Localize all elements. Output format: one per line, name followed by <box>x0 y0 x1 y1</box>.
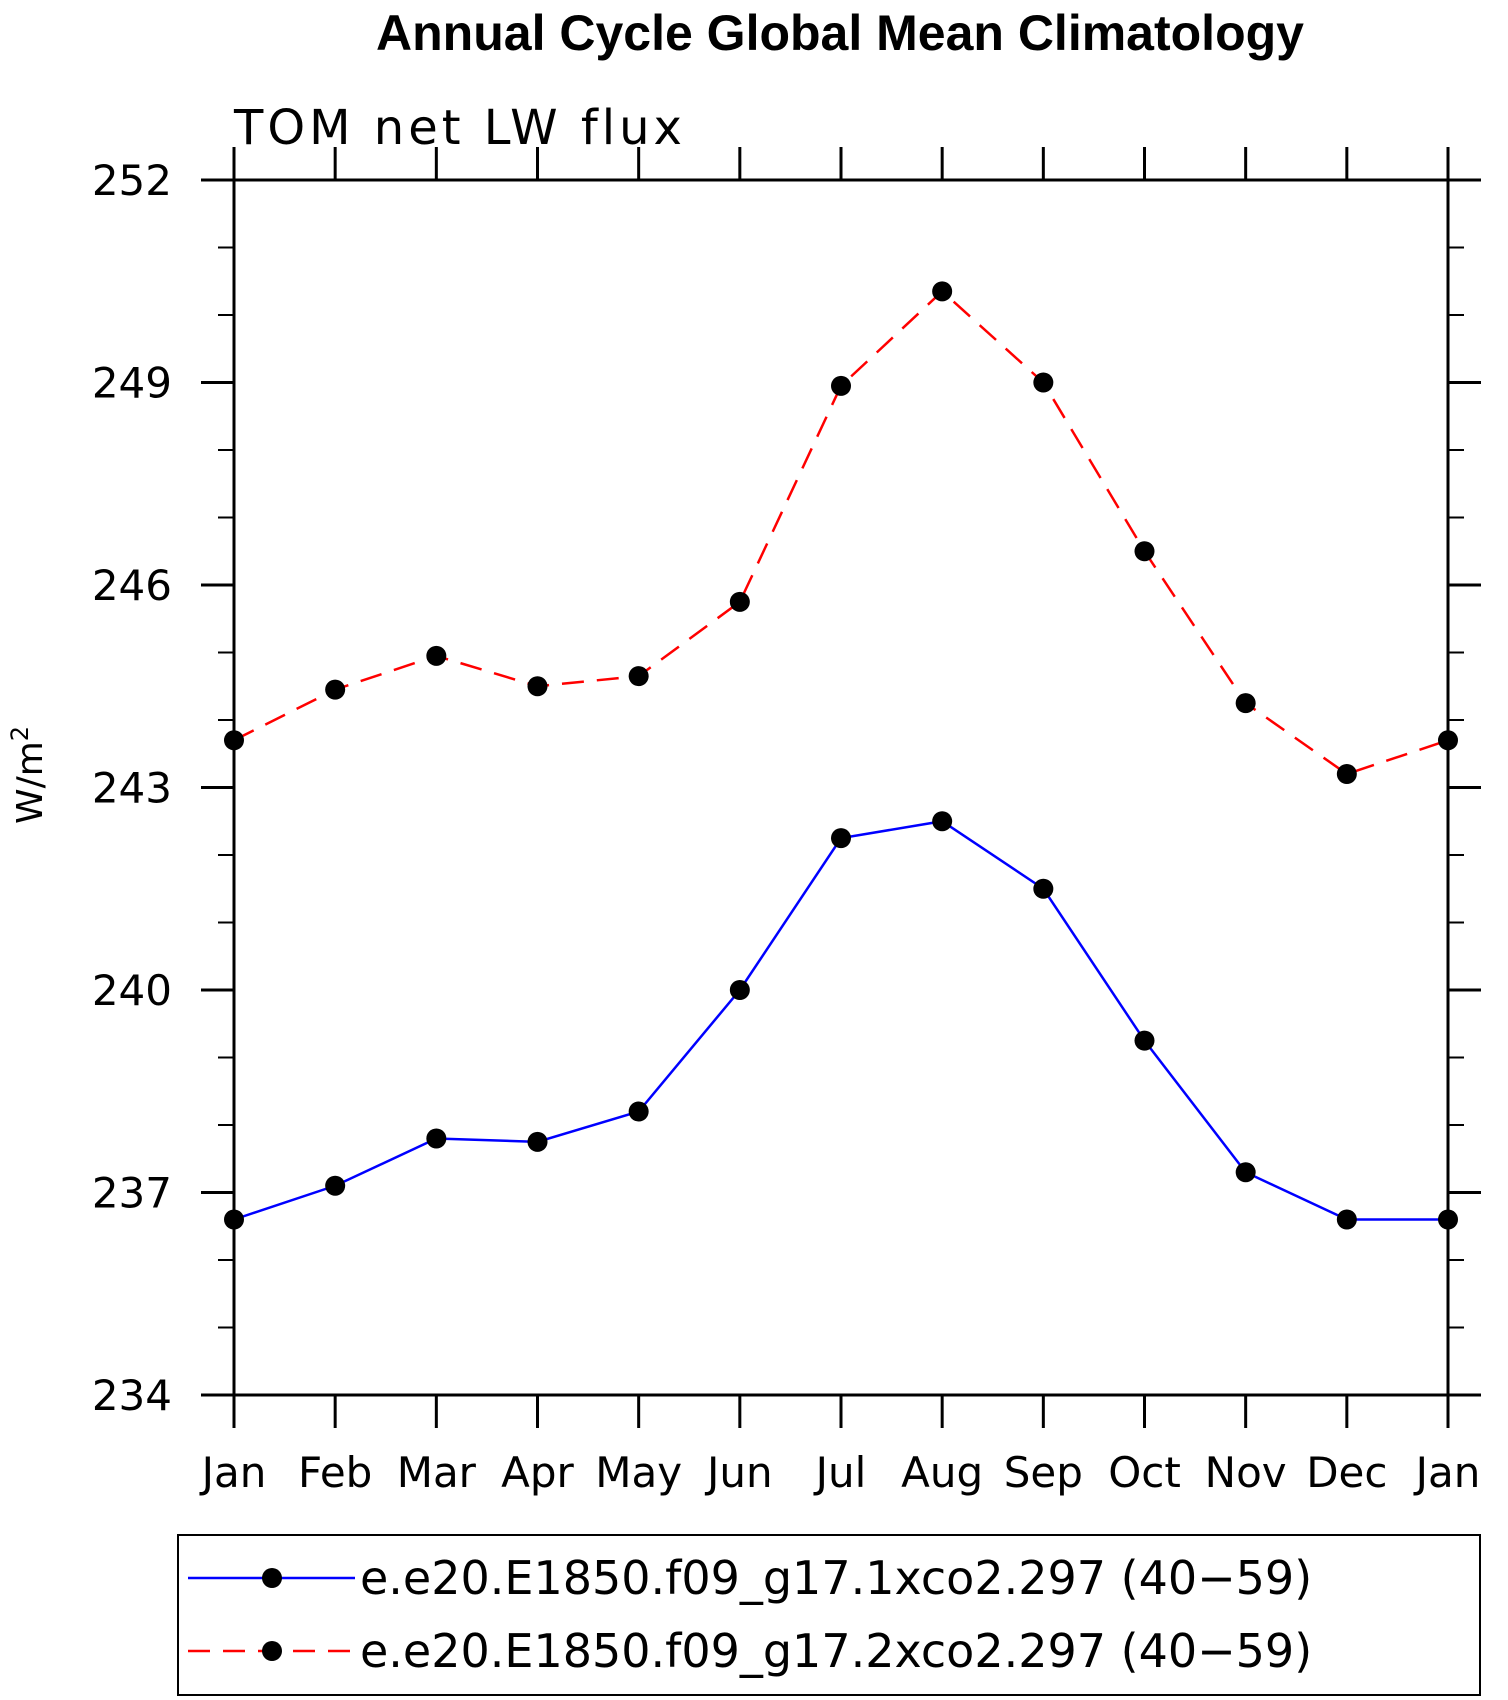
legend: e.e20.E1850.f09_g17.1xco2.297 (40−59) e.e… <box>177 1534 1481 1696</box>
data-point <box>729 591 750 612</box>
x-tick-label: Jan <box>1413 1448 1481 1497</box>
series-1 <box>224 811 1458 1230</box>
legend-marker <box>262 1641 282 1661</box>
data-point <box>527 1131 548 1152</box>
data-point <box>932 281 953 302</box>
data-point <box>1033 878 1054 899</box>
y-tick-label: 240 <box>92 966 172 1015</box>
series-line <box>233 819 1448 1221</box>
x-tick-label: Sep <box>1004 1448 1083 1497</box>
series-line <box>233 289 1449 776</box>
x-tick-label: Oct <box>1108 1448 1181 1497</box>
data-point <box>1235 693 1256 714</box>
y-tick-label: 246 <box>92 561 172 610</box>
y-tick-label: 237 <box>92 1169 172 1218</box>
axis-ticks: Jan Feb Mar Apr May Jun Jul Aug Sep Oct Nov Dec Jan 2… <box>92 147 1481 1497</box>
data-point <box>1336 1209 1357 1230</box>
x-tick-label: Nov <box>1205 1448 1287 1497</box>
legend-marker <box>262 1568 282 1588</box>
x-tick-label: May <box>595 1448 682 1497</box>
data-point <box>325 679 346 700</box>
x-tick-label: Jun <box>704 1448 773 1497</box>
legend-box <box>177 1534 1481 1696</box>
y-axis-label-superscript: 2 <box>6 726 34 741</box>
x-tick-label: Mar <box>397 1448 477 1497</box>
y-tick-label: 243 <box>92 764 172 813</box>
data-point <box>628 1101 649 1122</box>
y-axis-label: W/m2 <box>6 726 51 824</box>
data-point <box>932 811 953 832</box>
data-point <box>729 980 750 1000</box>
data-point <box>1134 1030 1155 1051</box>
x-tick-label: Apr <box>501 1448 574 1497</box>
x-tick-label: Jul <box>813 1448 867 1497</box>
chart-title: Annual Cycle Global Mean Climatology <box>376 5 1304 61</box>
data-point <box>1033 372 1054 393</box>
x-tick-label: Aug <box>901 1448 983 1497</box>
data-point <box>1336 764 1357 784</box>
data-point <box>426 1128 447 1149</box>
data-point <box>831 375 851 396</box>
x-tick-label: Jan <box>199 1448 267 1497</box>
data-point <box>426 645 447 666</box>
x-tick-label: Feb <box>298 1448 372 1497</box>
chart-subtitle: TOM net LW flux <box>233 100 686 156</box>
data-point <box>628 666 649 687</box>
data-point <box>1134 541 1155 562</box>
plot-frame <box>232 178 1450 1397</box>
legend-label: e.e20.E1850.f09_g17.2xco2.297 (40−59) <box>360 1624 1312 1678</box>
data-point <box>1235 1162 1256 1183</box>
y-tick-label: 252 <box>92 156 172 205</box>
y-tick-label: 249 <box>92 359 172 408</box>
legend-label: e.e20.E1850.f09_g17.1xco2.297 (40−59) <box>360 1551 1312 1605</box>
x-tick-label: Dec <box>1306 1448 1387 1497</box>
legend-items: e.e20.E1850.f09_g17.1xco2.297 (40−59) e.e… <box>188 1551 1312 1678</box>
series-lines <box>224 281 1458 1230</box>
data-point <box>831 828 851 849</box>
y-axis-label-text: W/m <box>10 741 51 824</box>
y-tick-label: 234 <box>92 1371 172 1420</box>
data-point <box>527 676 548 697</box>
data-point <box>325 1175 346 1196</box>
series-2 <box>224 281 1458 784</box>
